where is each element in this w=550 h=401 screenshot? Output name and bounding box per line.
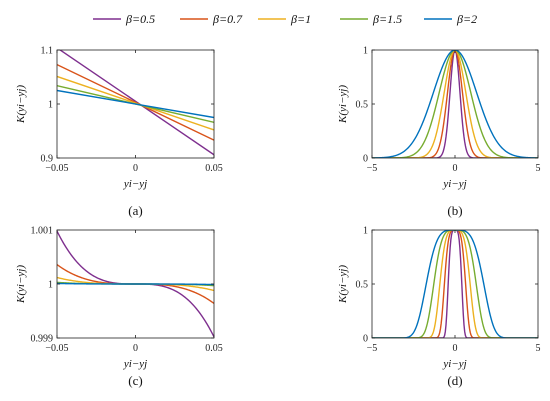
x-tick-label: −5 [367, 343, 378, 354]
x-tick-label: 0.05 [205, 163, 223, 174]
panel-caption: (c) [128, 373, 142, 388]
series-line [372, 230, 538, 338]
series-line [372, 230, 538, 338]
series-line [57, 89, 214, 119]
x-tick-label: −0.05 [45, 163, 68, 174]
panel-c: −0.05 0 0.05 0.999 1 1.001 yi−yj K(yi−yj) (c) [15, 226, 223, 389]
series-line [57, 63, 214, 141]
panel-caption: (b) [447, 203, 462, 218]
y-tick-label: 0.5 [356, 280, 369, 291]
y-tick-label: 1.1 [41, 46, 54, 57]
series-line [372, 50, 538, 158]
series-line [372, 50, 538, 158]
series-lines [372, 230, 538, 338]
legend-entry: β=2 [424, 12, 477, 26]
series-lines [372, 50, 538, 158]
axes-box [371, 229, 539, 339]
y-axis-label: K(yi−yj) [337, 265, 349, 304]
legend: β=0.5 β=0.7 β=1 β=1.5 β=2 [93, 12, 477, 26]
series-lines [57, 50, 214, 156]
y-tick-label: 1 [363, 226, 368, 237]
legend-entry: β=1.5 [340, 12, 402, 26]
y-axis-label: K(yi−yj) [15, 265, 27, 304]
series-line [372, 50, 538, 158]
panel-caption: (d) [447, 373, 462, 388]
series-line [372, 230, 538, 338]
x-tick-label: 5 [536, 163, 541, 174]
legend-entry: β=0.7 [180, 12, 243, 26]
legend-label: β=2 [456, 12, 477, 26]
legend-label: β=1 [290, 12, 311, 26]
legend-entry: β=1 [258, 12, 311, 26]
panels: −0.05 0 0.050.911.1yi−yjK(yi−yj)(a)−5 0 500.… [15, 46, 541, 389]
legend-label: β=1.5 [372, 12, 402, 26]
y-tick-label: 1.001 [31, 226, 54, 237]
series-line [372, 50, 538, 158]
series-line [57, 282, 214, 286]
x-tick-label: 0 [453, 343, 458, 354]
x-axis-label: yi−yj [442, 178, 466, 190]
x-tick-label: 0 [133, 343, 138, 354]
series-lines [57, 230, 214, 338]
x-axis-label: yi−yj [442, 358, 466, 370]
x-axis-label: yi−yj [123, 178, 147, 190]
series-line [372, 230, 538, 338]
x-tick-label: −0.05 [45, 343, 68, 354]
y-tick-label: 1 [48, 100, 53, 111]
series-line [372, 230, 538, 338]
legend-entry: β=0.5 [93, 12, 155, 26]
y-tick-label: 0 [363, 154, 368, 165]
y-axis-label: K(yi−yj) [337, 85, 349, 124]
y-tick-label: 0 [363, 334, 368, 345]
panel-a: −0.05 0 0.05 0.9 1 1.1 yi−yj K(yi−yj) (a) [15, 46, 223, 219]
y-tick-label: 0.9 [41, 154, 54, 165]
x-tick-label: 0 [453, 163, 458, 174]
y-tick-label: 0.5 [356, 100, 369, 111]
x-axis-label: yi−yj [123, 358, 147, 370]
y-tick-label: 0.999 [31, 334, 54, 345]
x-tick-label: 5 [536, 343, 541, 354]
y-tick-label: 1 [48, 280, 53, 291]
legend-label: β=0.5 [125, 12, 155, 26]
legend-label: β=0.7 [212, 12, 243, 26]
x-tick-label: 0.05 [205, 343, 223, 354]
axes-box [371, 49, 539, 159]
y-axis-label: K(yi−yj) [15, 85, 27, 124]
series-line [372, 50, 538, 158]
series-line [58, 50, 214, 156]
panel-caption: (a) [128, 203, 142, 218]
y-tick-label: 1 [363, 46, 368, 57]
x-tick-label: −5 [367, 163, 378, 174]
x-tick-label: 0 [133, 163, 138, 174]
series-line [57, 75, 214, 131]
